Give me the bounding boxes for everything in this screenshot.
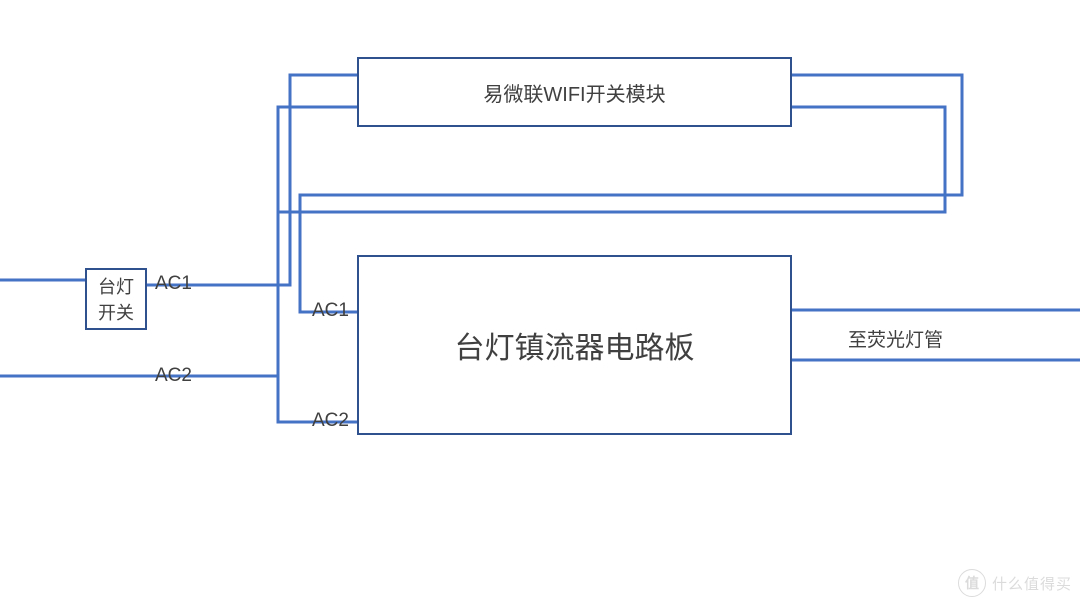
label-ac2-switch: AC2	[155, 365, 192, 387]
watermark: 值 什么值得买	[958, 569, 1072, 597]
wifi-module-label: 易微联WIFI开关模块	[483, 78, 665, 107]
label-ac1-ballast: AC1	[312, 300, 349, 322]
switch-label-l1: 台灯	[98, 273, 134, 299]
diagram-canvas: 台灯 开关 易微联WIFI开关模块 台灯镇流器电路板 AC1 AC2 AC1 A…	[0, 0, 1080, 605]
label-to-fluorescent-tube: 至荧光灯管	[848, 325, 943, 352]
node-lamp-switch: 台灯 开关	[85, 268, 147, 330]
watermark-icon: 值	[958, 569, 986, 597]
ballast-label: 台灯镇流器电路板	[455, 323, 695, 367]
label-ac2-ballast: AC2	[312, 410, 349, 432]
node-wifi-module: 易微联WIFI开关模块	[357, 57, 792, 127]
node-ballast-board: 台灯镇流器电路板	[357, 255, 792, 435]
label-ac1-switch: AC1	[155, 273, 192, 295]
switch-label-l2: 开关	[98, 299, 134, 325]
watermark-text: 什么值得买	[992, 573, 1072, 594]
